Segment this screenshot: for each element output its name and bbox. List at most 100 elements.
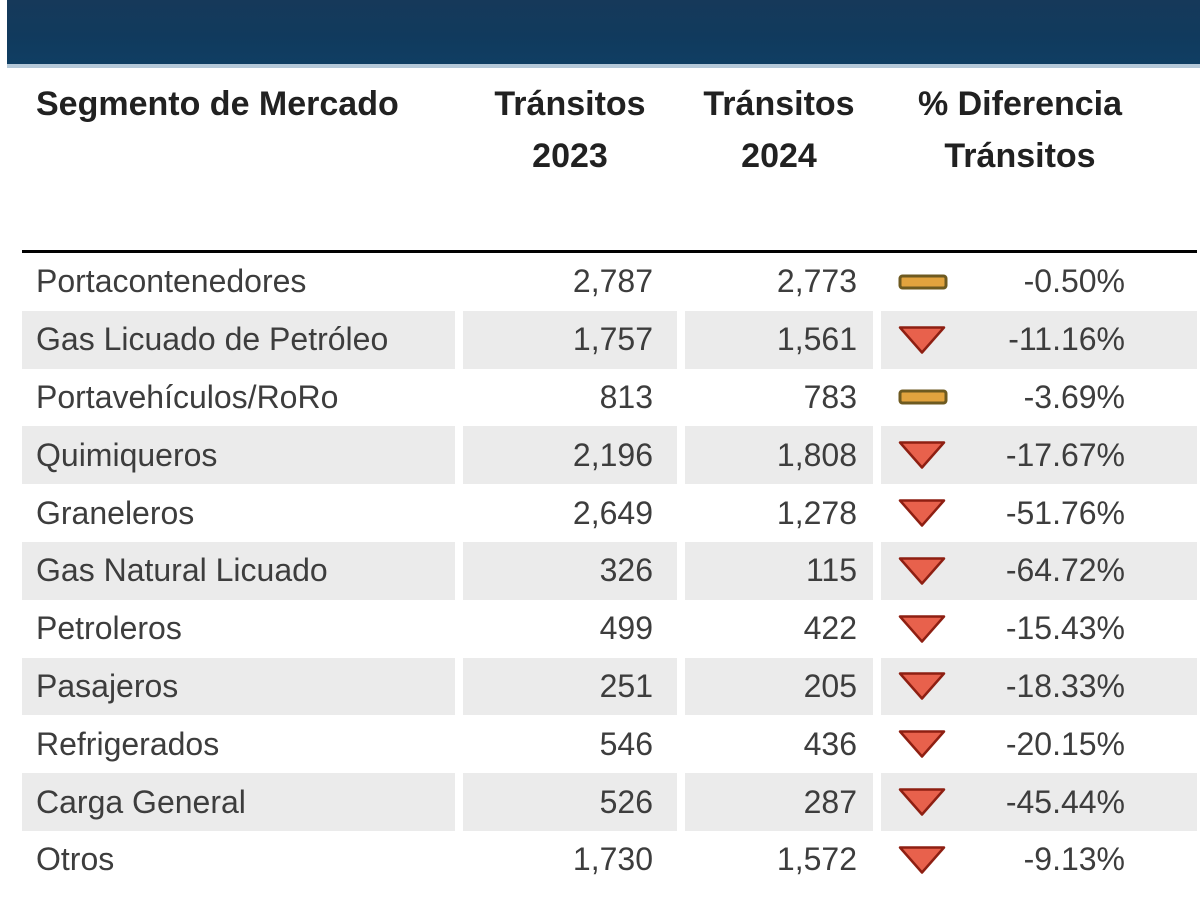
table-row[interactable]: Gas Licuado de Petróleo 1,757 1,561 -11.16% — [22, 310, 1197, 369]
column-header-segmento[interactable]: Segmento de Mercado — [22, 78, 455, 250]
column-header-label: Segmento de Mercado — [36, 85, 399, 123]
table-row[interactable]: Portacontenedores 2,787 2,773 -0.50% — [22, 253, 1197, 311]
transits-table-visual: Segmento de Mercado Tránsitos 2023 Tráns… — [22, 68, 1197, 889]
transits-2024-cell: 1,572 — [685, 831, 873, 889]
transits-2024-cell: 1,278 — [685, 484, 873, 542]
column-header-label: % Diferencia — [917, 85, 1123, 123]
transits-2024-cell-text: 422 — [803, 610, 857, 647]
transits-2023-cell-text: 2,649 — [572, 494, 653, 531]
report-header-bar — [7, 0, 1200, 68]
triangle-down-icon — [898, 614, 946, 643]
pct-diff-cell: -11.16% — [881, 310, 1197, 369]
table-row[interactable]: Refrigerados 546 436 -20.15% — [22, 715, 1197, 773]
transits-2024-cell-text: 783 — [803, 378, 857, 415]
triangle-down-icon — [898, 672, 946, 701]
column-header-pct-diferencia[interactable]: % Diferencia Tránsitos — [881, 78, 1197, 250]
segment-cell: Carga General — [22, 773, 455, 831]
column-header-label: Tránsitos — [703, 85, 855, 123]
segment-cell: Gas Natural Licuado — [22, 541, 455, 600]
pct-diff-cell: -0.50% — [881, 253, 1197, 311]
table-row[interactable]: Carga General 526 287 -45.44% — [22, 773, 1197, 831]
triangle-down-icon — [898, 499, 946, 528]
segment-cell-text: Refrigerados — [36, 725, 220, 762]
column-header-label: 2023 — [532, 137, 608, 175]
column-header-label: 2024 — [741, 137, 817, 175]
transits-2023-cell-text: 813 — [599, 378, 653, 415]
table-row[interactable]: Gas Natural Licuado 326 115 -64.72% — [22, 541, 1197, 600]
transits-2023-cell: 546 — [463, 715, 677, 773]
transits-2024-cell: 1,808 — [685, 426, 873, 485]
triangle-down-icon — [898, 788, 946, 817]
transits-2023-cell-text: 2,787 — [572, 263, 653, 300]
pct-diff-cell-text: -20.15% — [1005, 725, 1125, 762]
transits-2023-cell: 251 — [463, 657, 677, 716]
table-row[interactable]: Petroleros 499 422 -15.43% — [22, 600, 1197, 658]
segment-cell-text: Pasajeros — [36, 667, 179, 704]
transits-2023-cell: 1,730 — [463, 831, 677, 889]
triangle-down-icon — [898, 441, 946, 470]
pct-diff-cell: -3.69% — [881, 369, 1197, 427]
transits-2023-cell: 2,787 — [463, 253, 677, 311]
pct-diff-cell: -9.13% — [881, 831, 1197, 889]
pct-diff-cell-text: -9.13% — [1023, 841, 1125, 878]
table-body: Portacontenedores 2,787 2,773 -0.50% Gas Lic… — [22, 253, 1197, 889]
segment-cell: Otros — [22, 831, 455, 889]
segment-cell: Petroleros — [22, 600, 455, 658]
triangle-down-icon — [898, 325, 946, 354]
transits-2023-cell-text: 326 — [599, 552, 653, 589]
transits-2024-cell-text: 205 — [803, 667, 857, 704]
transits-2024-cell-text: 1,278 — [776, 494, 857, 531]
transits-2023-cell: 526 — [463, 773, 677, 831]
transits-2024-cell-text: 287 — [803, 783, 857, 820]
transits-2024-cell-text: 1,561 — [776, 321, 857, 358]
transits-2024-cell-text: 1,572 — [776, 841, 857, 878]
pct-diff-cell: -15.43% — [881, 600, 1197, 658]
transits-2024-cell: 205 — [685, 657, 873, 716]
transits-2023-cell-text: 1,730 — [572, 841, 653, 878]
pct-diff-cell-text: -64.72% — [1005, 552, 1125, 589]
table-row[interactable]: Portavehículos/RoRo 813 783 -3.69% — [22, 369, 1197, 427]
table-header-row: Segmento de Mercado Tránsitos 2023 Tráns… — [22, 68, 1197, 253]
triangle-down-icon — [898, 730, 946, 759]
transits-2023-cell: 1,757 — [463, 310, 677, 369]
transits-2023-cell-text: 546 — [599, 725, 653, 762]
segment-cell: Quimiqueros — [22, 426, 455, 485]
pct-diff-cell-text: -51.76% — [1005, 494, 1125, 531]
segment-cell: Portacontenedores — [22, 253, 455, 311]
column-header-transitos-2023[interactable]: Tránsitos 2023 — [463, 78, 677, 250]
transits-2024-cell-text: 1,808 — [776, 436, 857, 473]
flat-dash-icon — [898, 389, 948, 405]
transits-2023-cell: 813 — [463, 369, 677, 427]
transits-2024-cell: 287 — [685, 773, 873, 831]
transits-2023-cell-text: 499 — [599, 610, 653, 647]
pct-diff-cell-text: -3.69% — [1023, 378, 1125, 415]
transits-2024-cell-text: 115 — [805, 552, 857, 589]
segment-cell-text: Otros — [36, 841, 115, 878]
transits-2023-cell-text: 251 — [599, 667, 653, 704]
transits-2024-cell-text: 2,773 — [776, 263, 857, 300]
column-header-transitos-2024[interactable]: Tránsitos 2024 — [685, 78, 873, 250]
table-row[interactable]: Graneleros 2,649 1,278 -51.76% — [22, 484, 1197, 542]
transits-2023-cell-text: 1,757 — [572, 321, 653, 358]
segment-cell: Gas Licuado de Petróleo — [22, 310, 455, 369]
transits-2024-cell: 436 — [685, 715, 873, 773]
flat-dash-icon — [898, 274, 948, 290]
table-row[interactable]: Quimiqueros 2,196 1,808 -17.67% — [22, 426, 1197, 485]
segment-cell-text: Portacontenedores — [36, 263, 307, 300]
transits-2024-cell-text: 436 — [803, 725, 857, 762]
transits-2024-cell: 115 — [685, 541, 873, 600]
table-row[interactable]: Otros 1,730 1,572 -9.13% — [22, 831, 1197, 889]
pct-diff-cell: -20.15% — [881, 715, 1197, 773]
table-row[interactable]: Pasajeros 251 205 -18.33% — [22, 657, 1197, 716]
segment-cell: Portavehículos/RoRo — [22, 369, 455, 427]
transits-2023-cell-text: 526 — [599, 783, 653, 820]
column-header-label: Tránsitos — [494, 85, 646, 123]
pct-diff-cell-text: -15.43% — [1005, 610, 1125, 647]
transits-2023-cell-text: 2,196 — [572, 436, 653, 473]
segment-cell-text: Graneleros — [36, 494, 195, 531]
segment-cell-text: Carga General — [36, 783, 246, 820]
transits-2023-cell: 2,196 — [463, 426, 677, 485]
triangle-down-icon — [898, 556, 946, 585]
segment-cell-text: Gas Licuado de Petróleo — [36, 321, 389, 358]
segment-cell-text: Portavehículos/RoRo — [36, 378, 339, 415]
